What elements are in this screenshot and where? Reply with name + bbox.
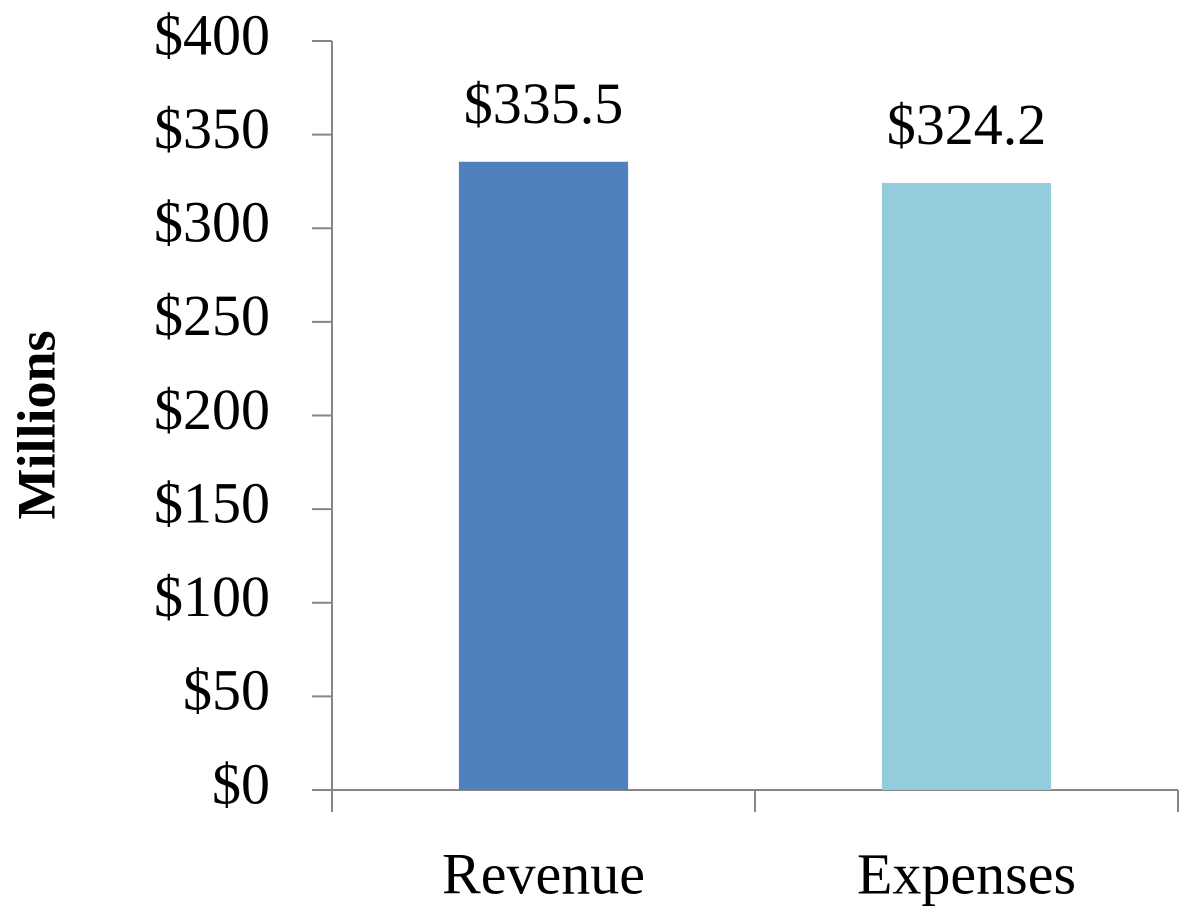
- y-tick-label: $150: [154, 470, 270, 535]
- y-tick-label: $100: [154, 564, 270, 629]
- y-tick-label: $200: [154, 377, 270, 442]
- bar: [881, 182, 1052, 791]
- x-tick-label: Revenue: [442, 841, 645, 906]
- value-label: $335.5: [464, 71, 624, 136]
- y-tick-label: $350: [154, 96, 270, 161]
- x-tick-label: Expenses: [857, 841, 1076, 906]
- value-label: $324.2: [887, 92, 1047, 157]
- y-axis-label: Millions: [6, 330, 66, 519]
- y-tick-label: $250: [154, 283, 270, 348]
- y-tick-label: $400: [154, 2, 270, 67]
- y-tick-label: $0: [212, 751, 270, 816]
- bar: [458, 161, 629, 790]
- y-tick-label: $300: [154, 190, 270, 255]
- y-tick-label: $50: [183, 658, 270, 723]
